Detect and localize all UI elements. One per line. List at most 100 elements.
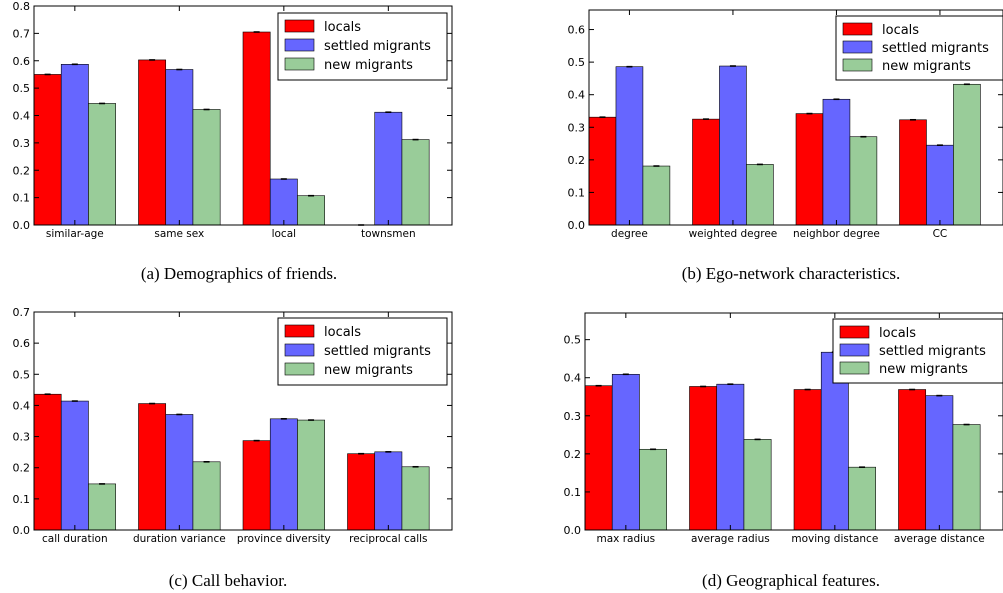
caption-a: (a) Demographics of friends.	[141, 264, 337, 283]
y-tick-label: 0.1	[13, 493, 31, 506]
bar	[925, 395, 954, 531]
bar	[401, 139, 430, 226]
x-tick-label: call duration	[42, 533, 108, 545]
y-tick-label: 0.2	[13, 462, 31, 475]
legend: locals settled migrants new migrants	[835, 15, 1003, 81]
bar	[297, 195, 325, 226]
legend-label: locals	[882, 23, 919, 38]
y-tick-label: 0.3	[568, 121, 586, 134]
x-tick-label: duration variance	[133, 533, 226, 545]
bar	[716, 383, 745, 531]
bar	[88, 483, 116, 531]
legend-swatch	[842, 58, 873, 72]
y-tick-label: 0.5	[564, 334, 582, 347]
bar	[793, 389, 822, 531]
x-tick-label: similar-age	[46, 228, 104, 240]
legend-swatch	[284, 38, 315, 52]
bar	[952, 424, 981, 531]
legend-label: locals	[324, 20, 361, 35]
legend-swatch	[284, 324, 315, 338]
x-tick-label: same sex	[154, 228, 204, 240]
y-tick-label: 0.3	[564, 410, 582, 423]
bar	[746, 164, 774, 226]
x-tick-label: weighted degree	[689, 228, 778, 240]
y-tick-label: 0.7	[13, 27, 31, 40]
bar	[611, 373, 640, 531]
x-tick-label: reciprocal calls	[349, 533, 427, 545]
x-tick-label: CC	[933, 228, 948, 240]
legend-label: new migrants	[324, 58, 413, 73]
x-tick-label: moving distance	[791, 533, 878, 545]
bar	[374, 451, 403, 531]
bar	[615, 66, 644, 226]
y-tick-label: 0.0	[568, 219, 586, 232]
y-tick-label: 0.3	[13, 137, 31, 150]
legend: locals settled migrants new migrants	[832, 318, 1003, 384]
bar	[269, 178, 298, 226]
bar	[639, 448, 667, 531]
bar	[642, 165, 671, 226]
y-tick-label: 0.1	[564, 486, 582, 499]
y-tick-label: 0.4	[568, 89, 586, 102]
bar	[138, 59, 167, 226]
y-tick-label: 0.5	[568, 56, 586, 69]
y-tick-label: 0.3	[13, 431, 31, 444]
bar	[743, 439, 772, 531]
bar	[297, 419, 325, 531]
y-tick-label: 0.4	[13, 110, 31, 123]
bar	[60, 400, 89, 531]
bar	[165, 69, 194, 226]
bar	[33, 74, 62, 226]
y-tick-label: 0.8	[13, 0, 31, 13]
bar	[60, 64, 89, 226]
legend-label: new migrants	[882, 59, 971, 74]
bar	[953, 83, 981, 226]
y-tick-label: 0.1	[568, 186, 586, 199]
bar	[692, 118, 720, 226]
legend-swatch	[839, 361, 870, 375]
bar	[898, 389, 927, 531]
bar	[926, 144, 954, 226]
legend-label: new migrants	[324, 363, 413, 378]
bar	[192, 461, 221, 531]
chart-geographical: 0.0 0.1 0.2 0.3 0.4 0.5 max radius average radi…	[564, 312, 1003, 545]
y-tick-label: 0.5	[13, 368, 31, 381]
legend-swatch	[284, 343, 315, 357]
y-tick-label: 0.6	[568, 24, 586, 37]
bar	[584, 385, 613, 531]
y-tick-label: 0.0	[13, 524, 31, 537]
legend-label: locals	[879, 326, 916, 341]
legend-swatch	[284, 57, 315, 71]
plot-frame	[588, 9, 1003, 226]
bar	[719, 65, 747, 226]
y-tick-label: 0.6	[13, 55, 31, 68]
legend-label: locals	[324, 325, 361, 340]
bar	[849, 136, 878, 226]
bar	[374, 111, 403, 226]
x-tick-label: local	[272, 228, 296, 240]
bar	[165, 414, 194, 531]
caption-b: (b) Ego-network characteristics.	[682, 264, 901, 283]
legend-swatch	[284, 19, 315, 33]
bar	[242, 440, 271, 531]
x-tick-label: townsmen	[361, 228, 416, 240]
legend-swatch	[842, 40, 873, 54]
y-tick-label: 0.0	[564, 524, 582, 537]
legend-label: settled migrants	[879, 344, 986, 359]
bar	[848, 466, 876, 531]
legend: locals settled migrants new migrants	[277, 12, 448, 81]
y-tick-label: 0.2	[568, 154, 586, 167]
y-tick-label: 0.6	[13, 337, 31, 350]
legend-label: settled migrants	[882, 41, 989, 56]
caption-c: (c) Call behavior.	[169, 571, 288, 590]
bar	[269, 418, 298, 531]
x-tick-label: average distance	[894, 533, 985, 545]
y-tick-label: 0.5	[13, 82, 31, 95]
x-tick-label: degree	[611, 228, 648, 240]
chart-demographics: 0.0 0.1 0.2 0.3 0.4 0.5 0.6 0.7 0.8 similar-age sa…	[13, 0, 453, 240]
x-tick-label: province diversity	[237, 533, 331, 545]
bar	[822, 98, 851, 226]
y-tick-label: 0.7	[13, 306, 31, 319]
legend-swatch	[839, 325, 870, 339]
